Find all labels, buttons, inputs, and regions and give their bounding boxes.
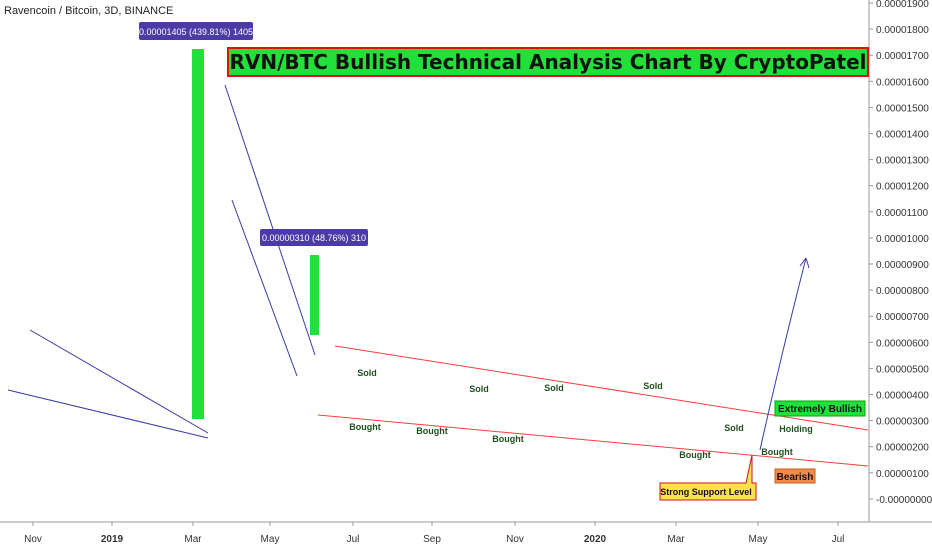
y-tick-label: 0.00001300: [876, 156, 929, 167]
y-tick-label: 0.00001600: [876, 77, 929, 88]
x-tick-label: 2020: [584, 534, 607, 545]
y-tick-label: 0.00001400: [876, 130, 929, 141]
red-channel-upper: [334, 345, 869, 431]
symbol-title: Ravencoin / Bitcoin, 3D, BINANCE: [4, 5, 174, 17]
y-tick-label: 0.00000900: [876, 260, 929, 271]
measurement-text-2: 0.00000310 (48.76%) 310: [262, 233, 366, 243]
bought-annotation: Bought: [416, 426, 448, 436]
y-tick-label: 0.00001500: [876, 103, 929, 114]
bearish-box: [774, 468, 816, 484]
x-tick-label: May: [261, 534, 280, 545]
y-tick-label: 0.00000700: [876, 312, 929, 323]
x-tick-label: Jul: [832, 534, 845, 545]
sold-annotation: Sold: [357, 368, 377, 378]
wedge-lower-line: [7, 389, 209, 439]
pump-highlight-bar-small: [310, 255, 319, 335]
y-tick-label: 0.00000400: [876, 391, 929, 402]
bearish-text: Bearish: [777, 472, 814, 483]
page-title: RVN/BTC Bullish Technical Analysis Chart…: [227, 47, 869, 77]
x-tick-label: Jul: [347, 534, 360, 545]
sold-annotation: Sold: [544, 383, 564, 393]
x-tick-label: Nov: [24, 534, 42, 545]
measurement-box-2: [260, 229, 368, 246]
strong-support-callout: [659, 454, 757, 501]
red-channel-lower: [317, 414, 869, 467]
wedge-upper-line: [29, 329, 209, 434]
x-tick-label: Sep: [423, 534, 441, 545]
holding-annotation: Holding: [779, 424, 813, 434]
strong-support-text: Strong Support Level: [660, 487, 752, 497]
measurement-box-1: [139, 22, 253, 40]
y-tick-label: 0.00000800: [876, 286, 929, 297]
projection-arrow-line: [759, 257, 807, 451]
y-tick-label: 0.00000300: [876, 417, 929, 428]
channel-upper-line: [224, 84, 316, 356]
y-tick-label: 0.00000200: [876, 443, 929, 454]
y-tick-label: 0.00000600: [876, 338, 929, 349]
sold-annotation: Sold: [469, 384, 489, 394]
extremely-bullish-text: Extremely Bullish: [778, 404, 862, 415]
x-tick-label: Mar: [667, 534, 685, 545]
x-tick-label: Mar: [184, 534, 202, 545]
y-tick-label: 0.00001900: [876, 0, 929, 10]
bought-annotation: Bought: [679, 450, 711, 460]
y-tick-label: 0.00001800: [876, 25, 929, 36]
x-tick-label: Nov: [506, 534, 524, 545]
bought-annotation: Bought: [492, 434, 524, 444]
y-tick-label: 0.00001700: [876, 51, 929, 62]
sold-annotation: Sold: [724, 423, 744, 433]
measurement-text-1: 0.00001405 (439.81%) 1405: [139, 27, 253, 37]
y-tick-label: 0.00000100: [876, 469, 929, 480]
sold-annotation: Sold: [643, 381, 663, 391]
y-tick-label: 0.00000500: [876, 364, 929, 375]
bought-annotation: Bought: [349, 422, 381, 432]
channel-lower-line: [231, 199, 298, 377]
bought-annotation: Bought: [761, 447, 793, 457]
y-tick-label: 0.00001000: [876, 234, 929, 245]
extremely-bullish-box: [774, 400, 866, 417]
pump-highlight-bar: [192, 49, 204, 419]
y-tick-label: 0.00001200: [876, 182, 929, 193]
projection-arrow-head: [799, 257, 810, 269]
x-tick-label: 2019: [101, 534, 124, 545]
y-tick-label: 0.00001100: [876, 208, 929, 219]
x-tick-label: May: [749, 534, 768, 545]
y-tick-label: -0.00000000: [876, 495, 932, 506]
